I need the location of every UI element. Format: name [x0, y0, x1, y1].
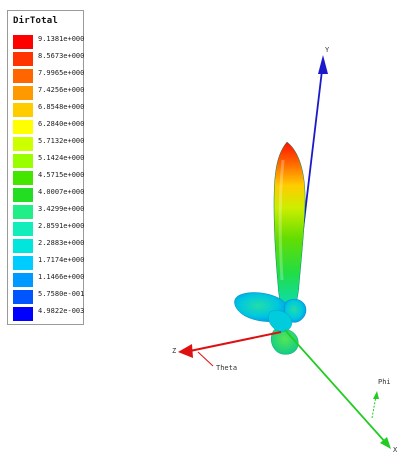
legend-value: 5.1424e+000 [38, 154, 85, 162]
legend-value: 5.7580e-001 [38, 290, 85, 298]
legend-row: 4.0007e+000 [13, 188, 85, 202]
legend-row: 5.1424e+000 [13, 154, 85, 168]
legend-value: 2.2883e+000 [38, 239, 85, 247]
legend-value: 1.1466e+000 [38, 273, 85, 281]
legend-swatch [13, 86, 33, 100]
y-axis: Y [299, 46, 330, 256]
legend-value: 4.9822e-003 [38, 307, 85, 315]
theta-label: Theta [216, 364, 237, 372]
legend-row: 2.8591e+000 [13, 222, 85, 236]
legend-row: 4.5715e+000 [13, 171, 85, 185]
legend-swatch [13, 273, 33, 287]
theta-indicator: Theta [197, 351, 237, 372]
legend-swatch [13, 35, 33, 49]
legend-value: 6.8548e+000 [38, 103, 85, 111]
legend-row: 5.7580e-001 [13, 290, 85, 304]
legend-value: 3.4299e+000 [38, 205, 85, 213]
legend-swatch [13, 52, 33, 66]
y-axis-label: Y [325, 46, 330, 54]
legend-panel: DirTotal 9.1381e+000 8.5673e+000 7.9965e+0… [7, 10, 84, 325]
legend-swatch [13, 137, 33, 151]
phi-indicator: Phi [371, 378, 391, 419]
legend-swatch [13, 222, 33, 236]
legend-swatch [13, 205, 33, 219]
legend-row: 7.9965e+000 [13, 69, 85, 83]
legend-value: 9.1381e+000 [38, 35, 85, 43]
side-lobes [234, 292, 307, 355]
legend-swatch [13, 307, 33, 321]
legend-value: 4.0007e+000 [38, 188, 85, 196]
legend-swatch [13, 290, 33, 304]
legend-row: 6.8548e+000 [13, 103, 85, 117]
legend-value: 4.5715e+000 [38, 171, 85, 179]
legend-row: 6.2840e+000 [13, 120, 85, 134]
z-axis: Z [172, 331, 282, 358]
legend-swatch [13, 171, 33, 185]
legend-row: 5.7132e+000 [13, 137, 85, 151]
phi-label: Phi [378, 378, 391, 386]
z-axis-label: Z [172, 347, 176, 355]
legend-value: 5.7132e+000 [38, 137, 85, 145]
legend-title: DirTotal [13, 16, 58, 26]
legend-value: 2.8591e+000 [38, 222, 85, 230]
legend-value: 7.9965e+000 [38, 69, 85, 77]
legend-value: 1.7174e+000 [38, 256, 85, 264]
legend-value: 6.2840e+000 [38, 120, 85, 128]
legend-value: 8.5673e+000 [38, 52, 85, 60]
legend-swatch [13, 188, 33, 202]
legend-swatch [13, 103, 33, 117]
main-lobe [273, 141, 306, 317]
legend-row: 4.9822e-003 [13, 307, 85, 321]
legend-swatch [13, 120, 33, 134]
legend-row: 3.4299e+000 [13, 205, 85, 219]
legend-swatch [13, 69, 33, 83]
legend-value: 7.4256e+000 [38, 86, 85, 94]
x-axis-label: X [393, 446, 398, 454]
legend-swatch [13, 256, 33, 270]
legend-row: 8.5673e+000 [13, 52, 85, 66]
legend-row: 7.4256e+000 [13, 86, 85, 100]
legend-row: 2.2883e+000 [13, 239, 85, 253]
legend-row: 1.1466e+000 [13, 273, 85, 287]
legend-swatch [13, 239, 33, 253]
legend-row: 1.7174e+000 [13, 256, 85, 270]
x-axis: X [284, 329, 398, 454]
legend-row: 9.1381e+000 [13, 35, 85, 49]
legend-swatch [13, 154, 33, 168]
